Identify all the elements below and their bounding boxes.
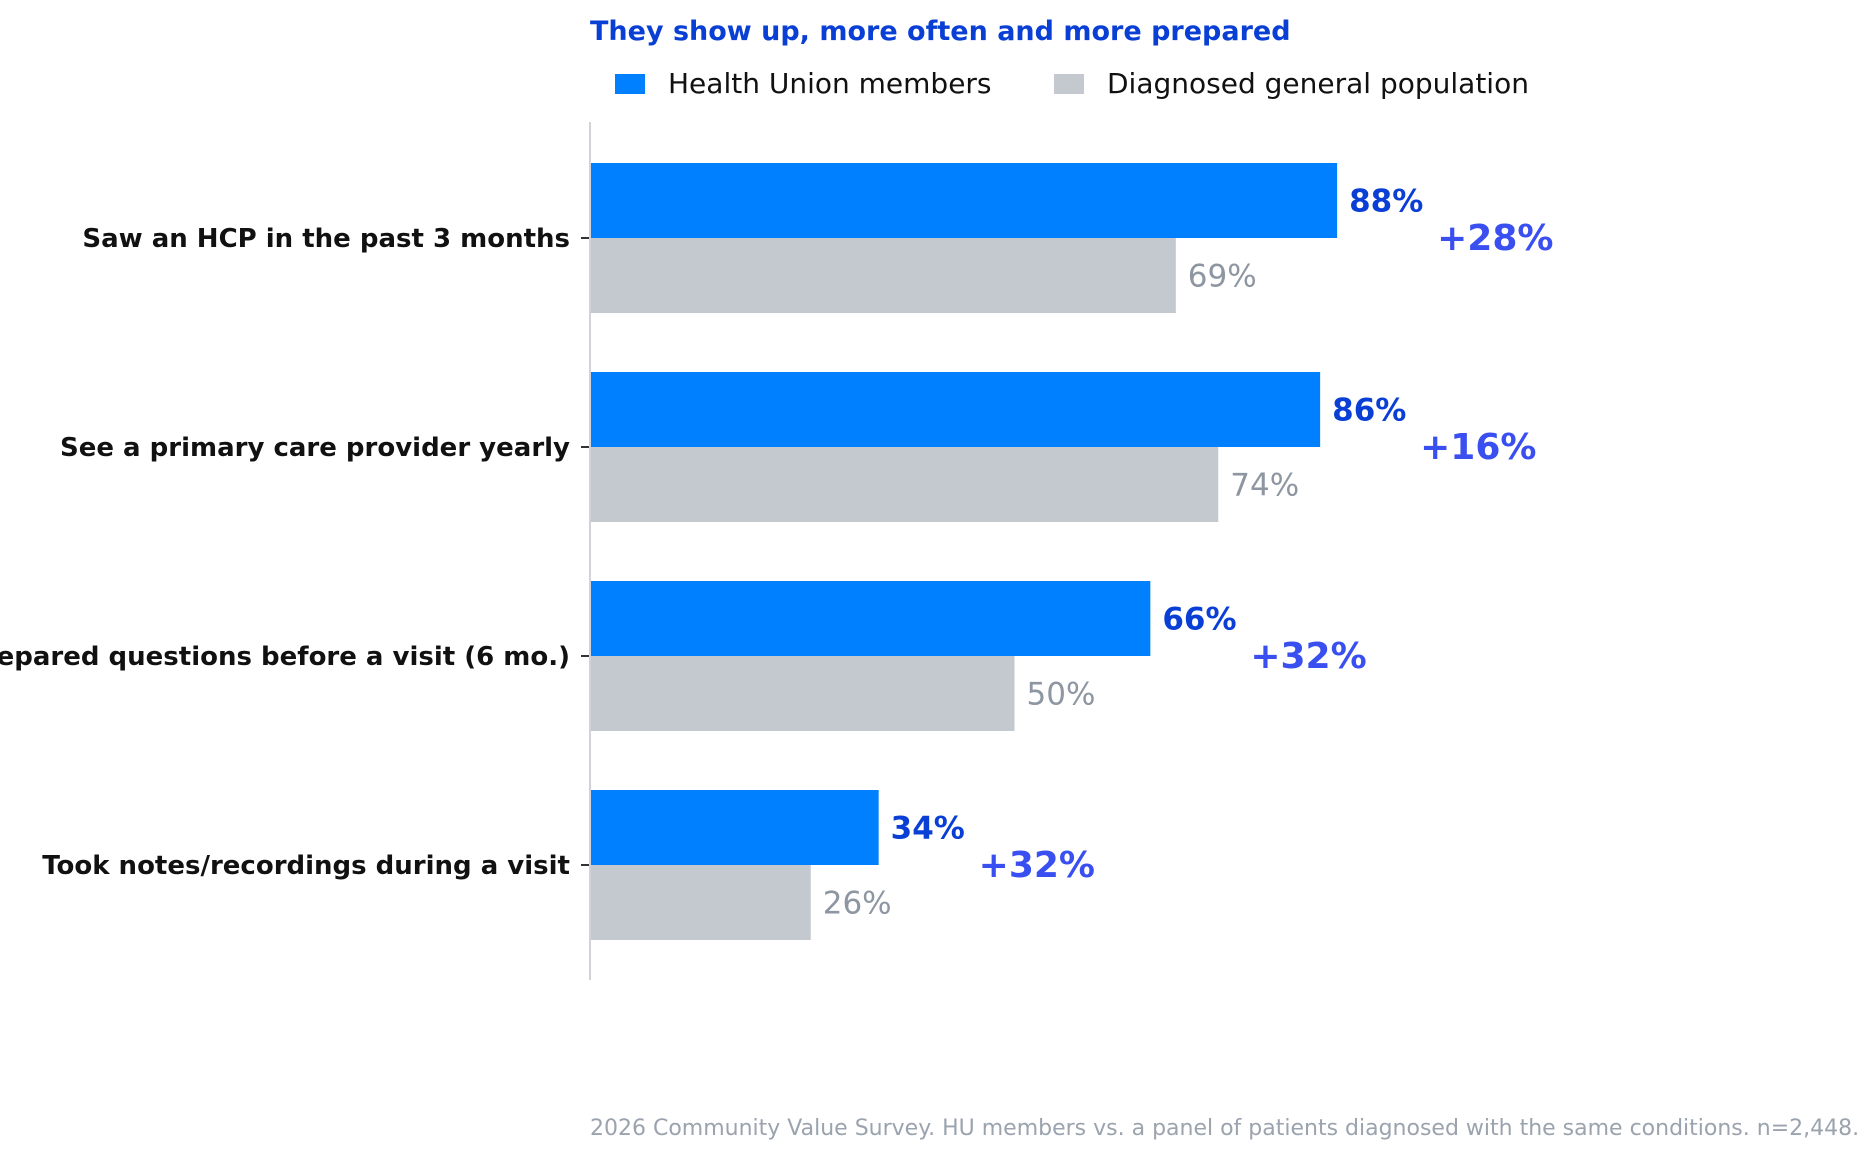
category-label: Took notes/recordings during a visit [42,851,570,881]
legend: Health Union members Diagnosed general po… [615,67,1529,100]
bar-health-union [590,372,1321,447]
chart-title: They show up, more often and more prepar… [590,16,1291,47]
difference-label: +16% [1420,427,1536,468]
legend-swatch-health-union [615,74,645,94]
difference-label: +32% [1250,636,1366,677]
bar-health-union [590,163,1338,238]
footnote: 2026 Community Value Survey. HU members … [590,1116,1859,1141]
value-label-general-population: 50% [1027,677,1096,713]
bar-general-population [590,865,811,940]
difference-label: +32% [979,845,1095,886]
bar-general-population [590,447,1219,522]
value-label-general-population: 69% [1188,259,1257,295]
value-label-general-population: 26% [823,886,892,922]
bar-general-population [590,238,1176,313]
bar-general-population [590,656,1015,731]
legend-label-health-union: Health Union members [668,67,992,100]
difference-label: +28% [1437,218,1553,259]
legend-label-general-population: Diagnosed general population [1107,67,1529,100]
legend-swatch-general-population [1054,74,1084,94]
bar-health-union [590,581,1151,656]
value-label-health-union: 34% [891,811,965,847]
bar-health-union [590,790,879,865]
category-label: See a primary care provider yearly [60,433,570,463]
value-labels: 88% 69% 86% 74% 66% 50% 34% 26% [823,184,1424,922]
difference-labels: +28% +16% +32% +32% [979,218,1554,886]
value-label-health-union: 66% [1162,602,1236,638]
category-label: Prepared questions before a visit (6 mo.… [0,642,570,672]
bars-group [590,163,1338,940]
value-label-general-population: 74% [1230,468,1299,504]
value-label-health-union: 88% [1349,184,1423,220]
value-label-health-union: 86% [1332,393,1406,429]
category-label: Saw an HCP in the past 3 months [82,224,570,254]
category-labels: Saw an HCP in the past 3 months See a pri… [0,224,590,881]
